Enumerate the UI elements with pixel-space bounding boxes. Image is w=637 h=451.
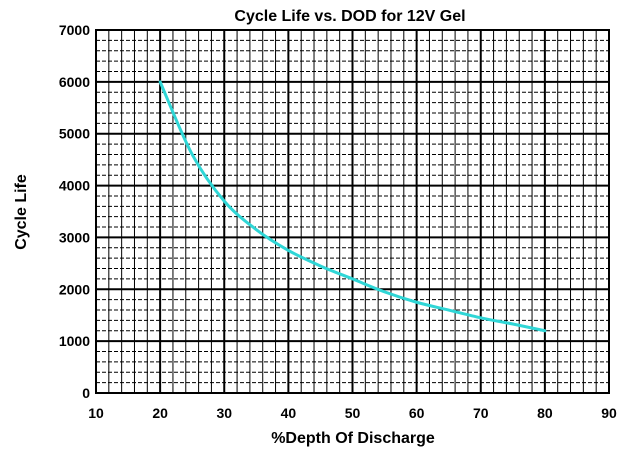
chart-title: Cycle Life vs. DOD for 12V Gel <box>234 8 465 25</box>
y-axis-label: Cycle Life <box>13 174 30 250</box>
plot-frame <box>95 29 610 394</box>
series-line <box>158 80 547 333</box>
x-tick-label: 10 <box>88 405 104 421</box>
y-tick-label: 7000 <box>59 22 90 38</box>
series-layer <box>158 80 547 333</box>
y-tick-label: 2000 <box>59 281 90 297</box>
y-tick-label: 4000 <box>59 178 90 194</box>
y-tick-label: 1000 <box>59 333 90 349</box>
x-tick-label: 50 <box>345 405 361 421</box>
y-tick-label: 6000 <box>59 74 90 90</box>
x-tick-label: 80 <box>537 405 553 421</box>
y-tick-label: 0 <box>82 385 90 401</box>
x-tick-labels: 10 20 30 40 50 60 70 80 90 <box>88 405 617 421</box>
x-axis-label: %Depth Of Discharge <box>271 430 435 447</box>
y-tick-labels: 0 1000 2000 3000 4000 5000 6000 7000 <box>59 22 90 401</box>
x-tick-label: 60 <box>409 405 425 421</box>
x-tick-label: 40 <box>281 405 297 421</box>
x-tick-label: 90 <box>601 405 617 421</box>
x-tick-label: 20 <box>152 405 168 421</box>
y-tick-label: 3000 <box>59 229 90 245</box>
x-tick-label: 30 <box>216 405 232 421</box>
x-tick-label: 70 <box>473 405 489 421</box>
y-tick-label: 5000 <box>59 126 90 142</box>
grid <box>96 30 609 393</box>
